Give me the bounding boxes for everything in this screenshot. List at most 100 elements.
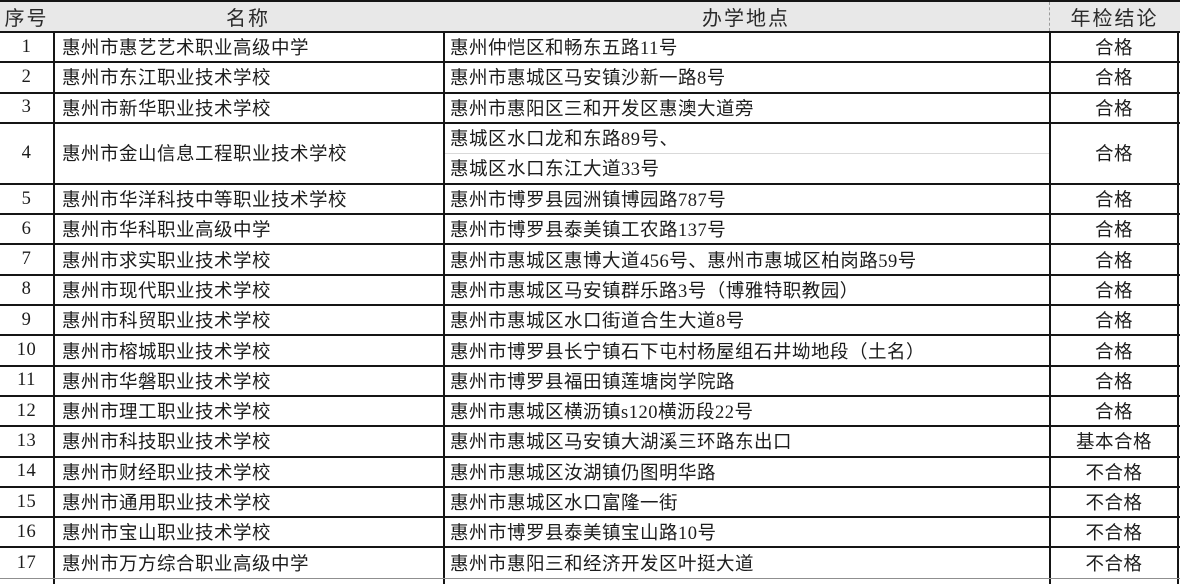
school-address-cell: 惠州市惠城区马安镇沙新一路8号 (443, 63, 1049, 92)
row-number-cell: 7 (21, 249, 32, 270)
row-number-cell: 1 (21, 36, 32, 57)
school-address-cell: 惠州市惠城区马安镇大湖溪三环路东出口 (443, 427, 1049, 456)
school-address-cell: 惠州市博罗县长宁镇石下屯村杨屋组石井坳地段（土名） (443, 336, 1049, 365)
row-number-cell: 8 (21, 279, 32, 300)
table-header-row: 序号 名称 办学地点 年检结论 (0, 2, 1180, 33)
inspection-result-cell: 合格 (1049, 33, 1179, 62)
school-address-cell: 惠州市博罗县泰美镇宝山路10号 (443, 518, 1049, 547)
cropped-next-row (0, 578, 1180, 584)
school-name-cell: 惠州市科技职业技术学校 (53, 427, 443, 456)
inspection-result-cell: 合格 (1049, 366, 1179, 395)
row-number-cell: 15 (16, 491, 37, 512)
school-name-cell: 惠州市科贸职业技术学校 (53, 306, 443, 335)
inspection-result-cell: 合格 (1049, 184, 1179, 214)
table-row: 10 惠州市榕城职业技术学校 惠州市博罗县长宁镇石下屯村杨屋组石井坳地段（土名） 合格 (0, 336, 1180, 367)
inspection-result-cell: 合格 (1049, 336, 1179, 365)
table-row: 14 惠州市财经职业技术学校 惠州市惠城区汝湖镇仍图明华路 不合格 (0, 457, 1180, 488)
inspection-result-cell: 合格 (1049, 396, 1179, 426)
school-address-cell: 惠州市惠城区水口街道合生大道8号 (443, 306, 1049, 335)
school-address-cell: 惠州市惠阳三和经济开发区叶挺大道 (443, 548, 1049, 578)
school-name-cell: 惠州市金山信息工程职业技术学校 (53, 123, 443, 183)
row-number-cell: 16 (16, 521, 37, 542)
header-col-name: 名称 (226, 8, 270, 30)
address-line: 惠州市惠城区横沥镇s120横沥段22号 (450, 403, 754, 424)
school-name-cell: 惠州市惠艺艺术职业高级中学 (53, 33, 443, 62)
table-row: 9 惠州市科贸职业技术学校 惠州市惠城区水口街道合生大道8号 合格 (0, 306, 1180, 337)
school-address-cell: 惠州市惠城区水口富隆一街 (443, 487, 1049, 517)
school-name-cell: 惠州市新华职业技术学校 (53, 93, 443, 122)
row-number-cell: 14 (16, 461, 37, 482)
school-address-cell: 惠州市博罗县园洲镇博园路787号 (443, 184, 1049, 214)
school-name-cell: 惠州市华科职业高级中学 (53, 215, 443, 244)
school-name-cell: 惠州市华洋科技中等职业技术学校 (53, 184, 443, 214)
table-body: 1 惠州市惠艺艺术职业高级中学 惠州仲恺区和畅东五路11号 合格 2 惠州市东江职业技术学… (0, 33, 1180, 579)
address-line: 惠州市博罗县园洲镇博园路787号 (450, 191, 727, 212)
address-line: 惠州市惠阳三和经济开发区叶挺大道 (450, 555, 755, 576)
school-name-cell: 惠州市求实职业技术学校 (53, 245, 443, 274)
school-address-cell: 惠州仲恺区和畅东五路11号 (443, 33, 1049, 62)
inspection-result-cell: 不合格 (1049, 548, 1179, 578)
header-col-no: 序号 (4, 8, 49, 30)
school-address-cell: 惠州市博罗县泰美镇工农路137号 (443, 215, 1049, 244)
school-address-cell: 惠州市惠城区汝湖镇仍图明华路 (443, 457, 1049, 486)
address-line: 惠州市惠城区马安镇沙新一路8号 (450, 69, 726, 90)
inspection-result-cell: 不合格 (1049, 457, 1179, 486)
row-number-cell: 13 (16, 430, 37, 451)
school-name-cell: 惠州市通用职业技术学校 (53, 487, 443, 517)
school-address-cell: 惠城区水口龙和东路89号、 惠城区水口东江大道33号 (443, 123, 1049, 183)
inspection-result-cell: 合格 (1049, 275, 1179, 305)
row-number-cell: 10 (16, 340, 37, 361)
row-number-cell: 9 (21, 309, 32, 330)
header-col-address: 办学地点 (702, 8, 790, 30)
address-line: 惠州市惠城区马安镇大湖溪三环路东出口 (450, 433, 793, 454)
row-number-cell: 4 (21, 142, 32, 163)
address-line: 惠州市惠城区汝湖镇仍图明华路 (450, 463, 717, 484)
address-line: 惠州仲恺区和畅东五路11号 (450, 39, 678, 60)
row-number-cell: 17 (16, 552, 37, 573)
inspection-result-cell: 合格 (1049, 245, 1179, 274)
school-address-cell: 惠州市博罗县福田镇莲塘岗学院路 (443, 366, 1049, 395)
school-name-cell: 惠州市华磐职业技术学校 (53, 366, 443, 395)
inspection-result-cell: 基本合格 (1049, 427, 1179, 456)
table-row: 2 惠州市东江职业技术学校 惠州市惠城区马安镇沙新一路8号 合格 (0, 63, 1180, 94)
table-row: 1 惠州市惠艺艺术职业高级中学 惠州仲恺区和畅东五路11号 合格 (0, 33, 1180, 64)
school-name-cell: 惠州市财经职业技术学校 (53, 457, 443, 486)
school-name-cell: 惠州市榕城职业技术学校 (53, 336, 443, 365)
table-row: 4 惠州市金山信息工程职业技术学校 惠城区水口龙和东路89号、 惠城区水口东江大道33… (0, 123, 1180, 185)
inspection-result-cell: 合格 (1049, 123, 1179, 183)
inspection-result-cell: 合格 (1049, 215, 1179, 244)
row-number-cell: 11 (17, 370, 36, 391)
school-address-cell: 惠州市惠城区马安镇群乐路3号（博雅特职教园） (443, 275, 1049, 305)
school-name-cell: 惠州市宝山职业技术学校 (53, 518, 443, 547)
inspection-result-cell: 合格 (1049, 306, 1179, 335)
address-line: 惠州市惠城区水口街道合生大道8号 (450, 312, 745, 333)
school-name-cell: 惠州市万方综合职业高级中学 (53, 548, 443, 578)
table-row: 13 惠州市科技职业技术学校 惠州市惠城区马安镇大湖溪三环路东出口 基本合格 (0, 427, 1180, 458)
school-address-cell: 惠州市惠阳区三和开发区惠澳大道旁 (443, 93, 1049, 122)
inspection-result-cell: 不合格 (1049, 518, 1179, 547)
address-line: 惠州市博罗县泰美镇工农路137号 (450, 221, 727, 242)
table-row: 6 惠州市华科职业高级中学 惠州市博罗县泰美镇工农路137号 合格 (0, 215, 1180, 246)
table-row: 17 惠州市万方综合职业高级中学 惠州市惠阳三和经济开发区叶挺大道 不合格 (0, 548, 1180, 579)
table-row: 12 惠州市理工职业技术学校 惠州市惠城区横沥镇s120横沥段22号 合格 (0, 396, 1180, 428)
address-line: 惠州市惠阳区三和开发区惠澳大道旁 (450, 99, 755, 120)
table-row: 5 惠州市华洋科技中等职业技术学校 惠州市博罗县园洲镇博园路787号 合格 (0, 184, 1180, 216)
address-line: 惠州市博罗县泰美镇宝山路10号 (450, 524, 717, 545)
inspection-result-cell: 合格 (1049, 93, 1179, 122)
row-number-cell: 12 (16, 400, 37, 421)
school-name-cell: 惠州市理工职业技术学校 (53, 396, 443, 426)
school-name-cell: 惠州市现代职业技术学校 (53, 275, 443, 305)
table-row: 7 惠州市求实职业技术学校 惠州市惠城区惠博大道456号、惠州市惠城区柏岗路59号 合… (0, 245, 1180, 276)
row-number-cell: 5 (21, 188, 32, 209)
header-col-result: 年检结论 (1049, 2, 1179, 31)
address-line: 惠州市惠城区惠博大道456号、惠州市惠城区柏岗路59号 (450, 251, 917, 272)
address-line: 惠州市惠城区马安镇群乐路3号（博雅特职教园） (450, 281, 859, 302)
table-row: 11 惠州市华磐职业技术学校 惠州市博罗县福田镇莲塘岗学院路 合格 (0, 366, 1180, 397)
row-number-cell: 2 (21, 66, 32, 87)
faint-gridline (445, 152, 1049, 154)
table-row: 16 惠州市宝山职业技术学校 惠州市博罗县泰美镇宝山路10号 不合格 (0, 518, 1180, 549)
address-line: 惠城区水口龙和东路89号、 (450, 130, 679, 151)
table-row: 3 惠州市新华职业技术学校 惠州市惠阳区三和开发区惠澳大道旁 合格 (0, 93, 1180, 124)
table-row: 15 惠州市通用职业技术学校 惠州市惠城区水口富隆一街 不合格 (0, 487, 1180, 519)
